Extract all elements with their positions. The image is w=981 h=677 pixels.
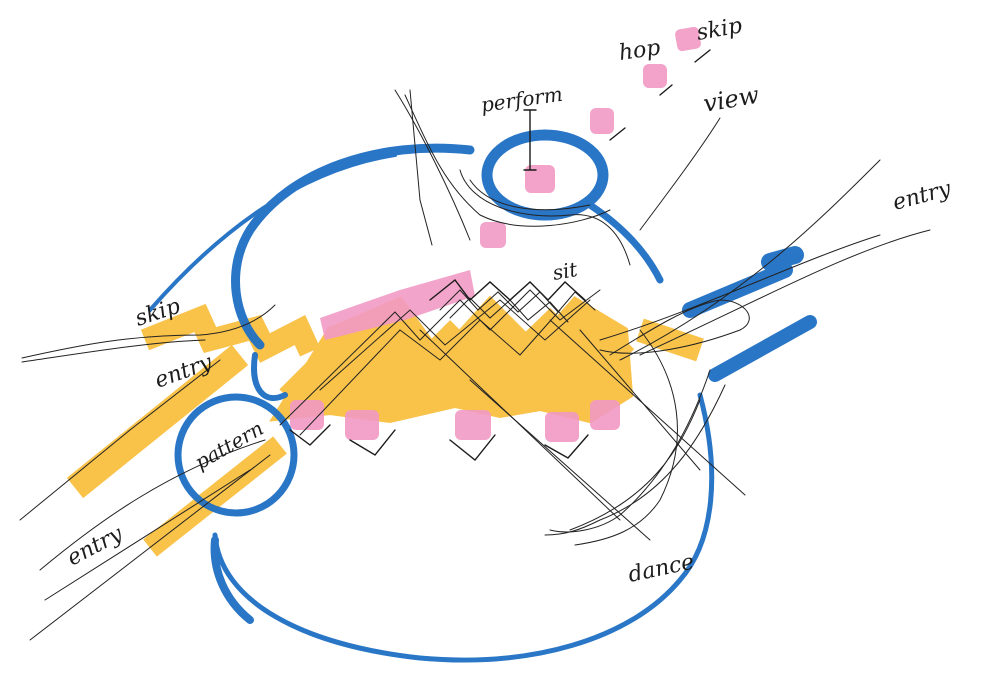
pink-marker-layer bbox=[290, 26, 701, 442]
pen-entry-bottom-left-3 bbox=[44, 469, 251, 601]
label-skip-top: skip bbox=[695, 13, 744, 46]
pen-skip-underline bbox=[694, 49, 711, 63]
yellow-band-center-3 bbox=[460, 307, 570, 416]
yellow-band-center-4 bbox=[550, 330, 635, 415]
pen-entry-bottom-left-4 bbox=[19, 359, 221, 521]
yellow-band-lower-left bbox=[66, 344, 249, 499]
blue-arc-top-inner bbox=[251, 352, 288, 402]
pen-zigzag-bottom-2 bbox=[349, 429, 396, 456]
pink-dab-lower-4 bbox=[545, 412, 579, 442]
pink-dab-hop bbox=[643, 64, 667, 88]
label-sit: sit bbox=[551, 257, 580, 285]
label-dance: dance bbox=[626, 550, 696, 588]
label-view: view bbox=[701, 81, 761, 118]
pen-perform-curl-3 bbox=[459, 169, 631, 266]
blue-perform-tail bbox=[586, 201, 664, 284]
pen-zigzag-main-3 bbox=[319, 299, 591, 391]
label-entry-bottom-left: entry bbox=[63, 521, 127, 571]
blue-arc-left-sweep bbox=[148, 153, 397, 312]
pink-dab-view bbox=[590, 108, 614, 134]
pen-zigzag-bottom-3 bbox=[449, 434, 496, 461]
pen-sit-zigzag-top-2 bbox=[439, 289, 596, 313]
pen-view-underline bbox=[609, 127, 626, 141]
pen-lines-layer bbox=[19, 49, 931, 641]
yellow-band-left-steps bbox=[140, 303, 321, 363]
blue-bar-right-lower bbox=[708, 315, 817, 382]
pen-dance-swirl-2 bbox=[544, 384, 726, 536]
blue-arc-bottom-left bbox=[210, 536, 254, 624]
pen-perform-curl-4 bbox=[469, 179, 591, 211]
pen-entry-right-3 bbox=[599, 234, 881, 341]
blue-bar-right-edge bbox=[761, 246, 804, 271]
pink-band-top bbox=[320, 270, 475, 340]
pink-dab-lower-5 bbox=[590, 400, 620, 430]
pen-sit-zigzag-top-3 bbox=[449, 297, 569, 323]
pink-dab-skip bbox=[675, 26, 701, 52]
pen-entry-bottom-left-1 bbox=[29, 454, 271, 641]
pen-zigzag-bottom-1 bbox=[289, 424, 331, 446]
pen-entry-left-sweep-2 bbox=[21, 339, 206, 363]
pen-perform-vertical bbox=[409, 89, 433, 246]
pink-dab-lower-2 bbox=[345, 410, 379, 440]
pen-perform-curl-1 bbox=[394, 89, 471, 241]
pink-dab-mid bbox=[480, 222, 506, 248]
pen-entry-right-2 bbox=[639, 229, 931, 356]
blue-perform-ring bbox=[481, 129, 609, 221]
pen-entry-left-sweep bbox=[21, 304, 276, 359]
pen-dance-swirl-3 bbox=[569, 399, 701, 531]
pen-zigzag-main-2 bbox=[299, 309, 561, 436]
blue-pattern-ring bbox=[174, 393, 298, 517]
pink-dab-perform bbox=[525, 165, 555, 193]
pink-dab-lower-3 bbox=[455, 410, 491, 440]
pen-diagonal-4 bbox=[579, 329, 701, 471]
pen-view-line bbox=[639, 117, 721, 231]
label-entry-right: entry bbox=[890, 176, 954, 216]
pen-entry-bottom-left-2 bbox=[39, 439, 266, 571]
pen-right-loop bbox=[599, 299, 750, 356]
label-perform: perform bbox=[479, 82, 564, 117]
label-hop: hop bbox=[617, 35, 662, 66]
pen-perform-stem-cap bbox=[523, 109, 537, 171]
pen-diagonal-3 bbox=[549, 319, 746, 496]
pen-dance-swirl-4 bbox=[574, 329, 678, 546]
yellow-band-right bbox=[636, 318, 704, 362]
blue-arc-top bbox=[231, 143, 475, 350]
pen-entry-right-1 bbox=[619, 159, 881, 361]
blue-arc-bottom bbox=[212, 392, 715, 663]
pen-perform-curl-2 bbox=[404, 94, 611, 227]
pen-diagonal-2 bbox=[469, 379, 651, 541]
pen-zigzag-bottom-4 bbox=[544, 434, 589, 459]
pen-hop-underline bbox=[659, 84, 673, 96]
yellow-band-center-1 bbox=[279, 319, 371, 411]
